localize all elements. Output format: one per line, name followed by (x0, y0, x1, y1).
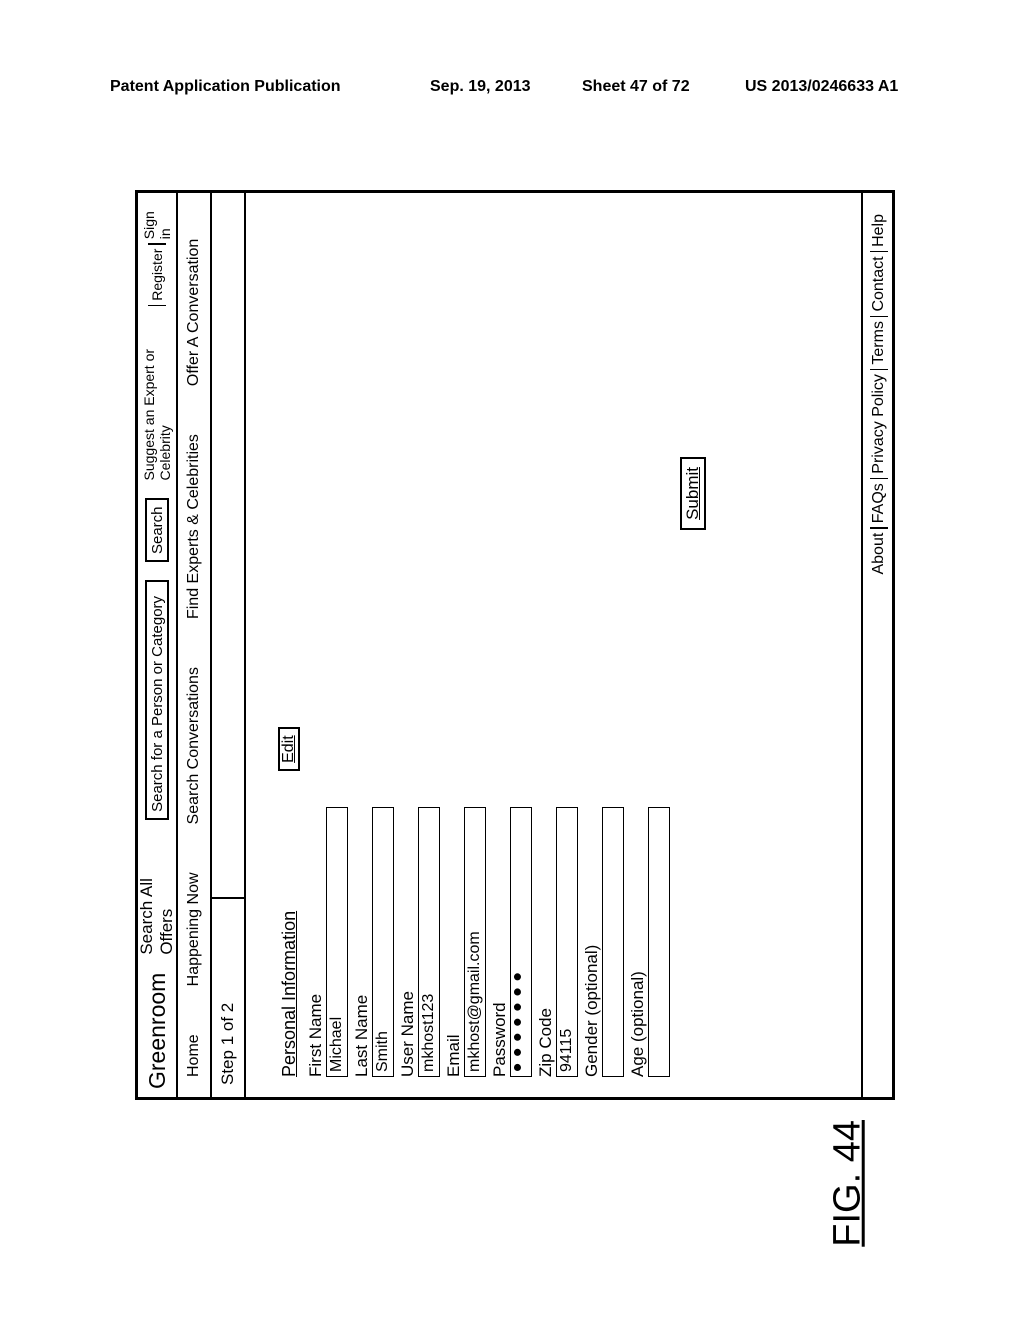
input-age[interactable] (648, 807, 670, 1077)
sheet-number: Sheet 47 of 72 (582, 78, 690, 96)
form-area: Personal Information Edit First Name Mic… (246, 193, 716, 1097)
ui-window: Greenroom Search All Offers Search for a… (135, 190, 895, 1100)
step-strip: Step 1 of 2 (212, 193, 246, 1097)
top-bar: Greenroom Search All Offers Search for a… (138, 193, 178, 1097)
divider-icon (870, 478, 888, 480)
footer-faqs[interactable]: FAQs (870, 483, 888, 523)
nav-offer-conversation[interactable]: Offer A Conversation (185, 239, 203, 386)
section-title-personal-info: Personal Information (279, 911, 300, 1077)
divider-icon (870, 316, 888, 318)
footer-about[interactable]: About (870, 533, 888, 575)
input-gender[interactable] (602, 807, 624, 1077)
input-user-name[interactable]: mkhost123 (418, 807, 440, 1077)
divider-icon (148, 305, 166, 306)
label-age: Age (optional) (628, 213, 648, 1077)
brand-logo: Greenroom (144, 973, 171, 1089)
footer-help[interactable]: Help (870, 214, 888, 247)
figure-container: Greenroom Search All Offers Search for a… (130, 175, 900, 1115)
input-first-name[interactable]: Michael (326, 807, 348, 1077)
top-links: Suggest an Expert or Celebrity Register … (141, 201, 173, 481)
publication-label: Patent Application Publication (110, 78, 341, 96)
input-email[interactable]: mkhost@gmail.com (464, 807, 486, 1077)
footer-privacy[interactable]: Privacy Policy (870, 374, 888, 474)
label-first-name: First Name (306, 213, 326, 1077)
input-password[interactable]: ••••••• (510, 807, 532, 1077)
search-all-offers-link[interactable]: Search All Offers (137, 838, 177, 955)
nav-find-experts[interactable]: Find Experts & Celebrities (185, 434, 203, 619)
figure-label-text: FIG. 44 (827, 1120, 869, 1247)
input-last-name[interactable]: Smith (372, 807, 394, 1077)
divider-icon (870, 251, 888, 253)
label-password: Password (490, 213, 510, 1077)
publication-date: Sep. 19, 2013 (430, 78, 531, 96)
label-zip: Zip Code (536, 213, 556, 1077)
figure-label: FIG. 44 (827, 1120, 870, 1247)
label-email: Email (444, 213, 464, 1077)
signin-link[interactable]: Sign in (141, 201, 173, 239)
divider-icon (148, 243, 166, 244)
nav-home[interactable]: Home (185, 1034, 203, 1077)
label-user-name: User Name (398, 213, 418, 1077)
nav-search-conversations[interactable]: Search Conversations (185, 667, 203, 824)
input-zip[interactable]: 94115 (556, 807, 578, 1077)
password-mask-icon: ••••••• (511, 966, 523, 1072)
register-link[interactable]: Register (149, 249, 165, 301)
search-button[interactable]: Search (145, 498, 169, 562)
submit-button[interactable]: Submit (680, 457, 706, 530)
footer-contact[interactable]: Contact (870, 256, 888, 311)
divider-icon (870, 527, 888, 529)
label-gender: Gender (optional) (582, 213, 602, 1077)
footer-terms[interactable]: Terms (870, 321, 888, 365)
footer-bar: About FAQs Privacy Policy Terms Contact … (861, 190, 895, 1100)
search-placeholder-text: Search for a Person or Category (149, 596, 166, 812)
suggest-link[interactable]: Suggest an Expert or Celebrity (141, 310, 173, 480)
publication-number: US 2013/0246633 A1 (745, 78, 898, 96)
label-last-name: Last Name (352, 213, 372, 1077)
nav-happening-now[interactable]: Happening Now (185, 872, 203, 986)
search-input[interactable]: Search for a Person or Category (145, 580, 169, 820)
step-tab-1[interactable]: Step 1 of 2 (212, 897, 244, 1097)
nav-bar: Home Happening Now Search Conversations … (178, 193, 212, 1097)
divider-icon (870, 369, 888, 371)
edit-button[interactable]: Edit (278, 727, 300, 771)
